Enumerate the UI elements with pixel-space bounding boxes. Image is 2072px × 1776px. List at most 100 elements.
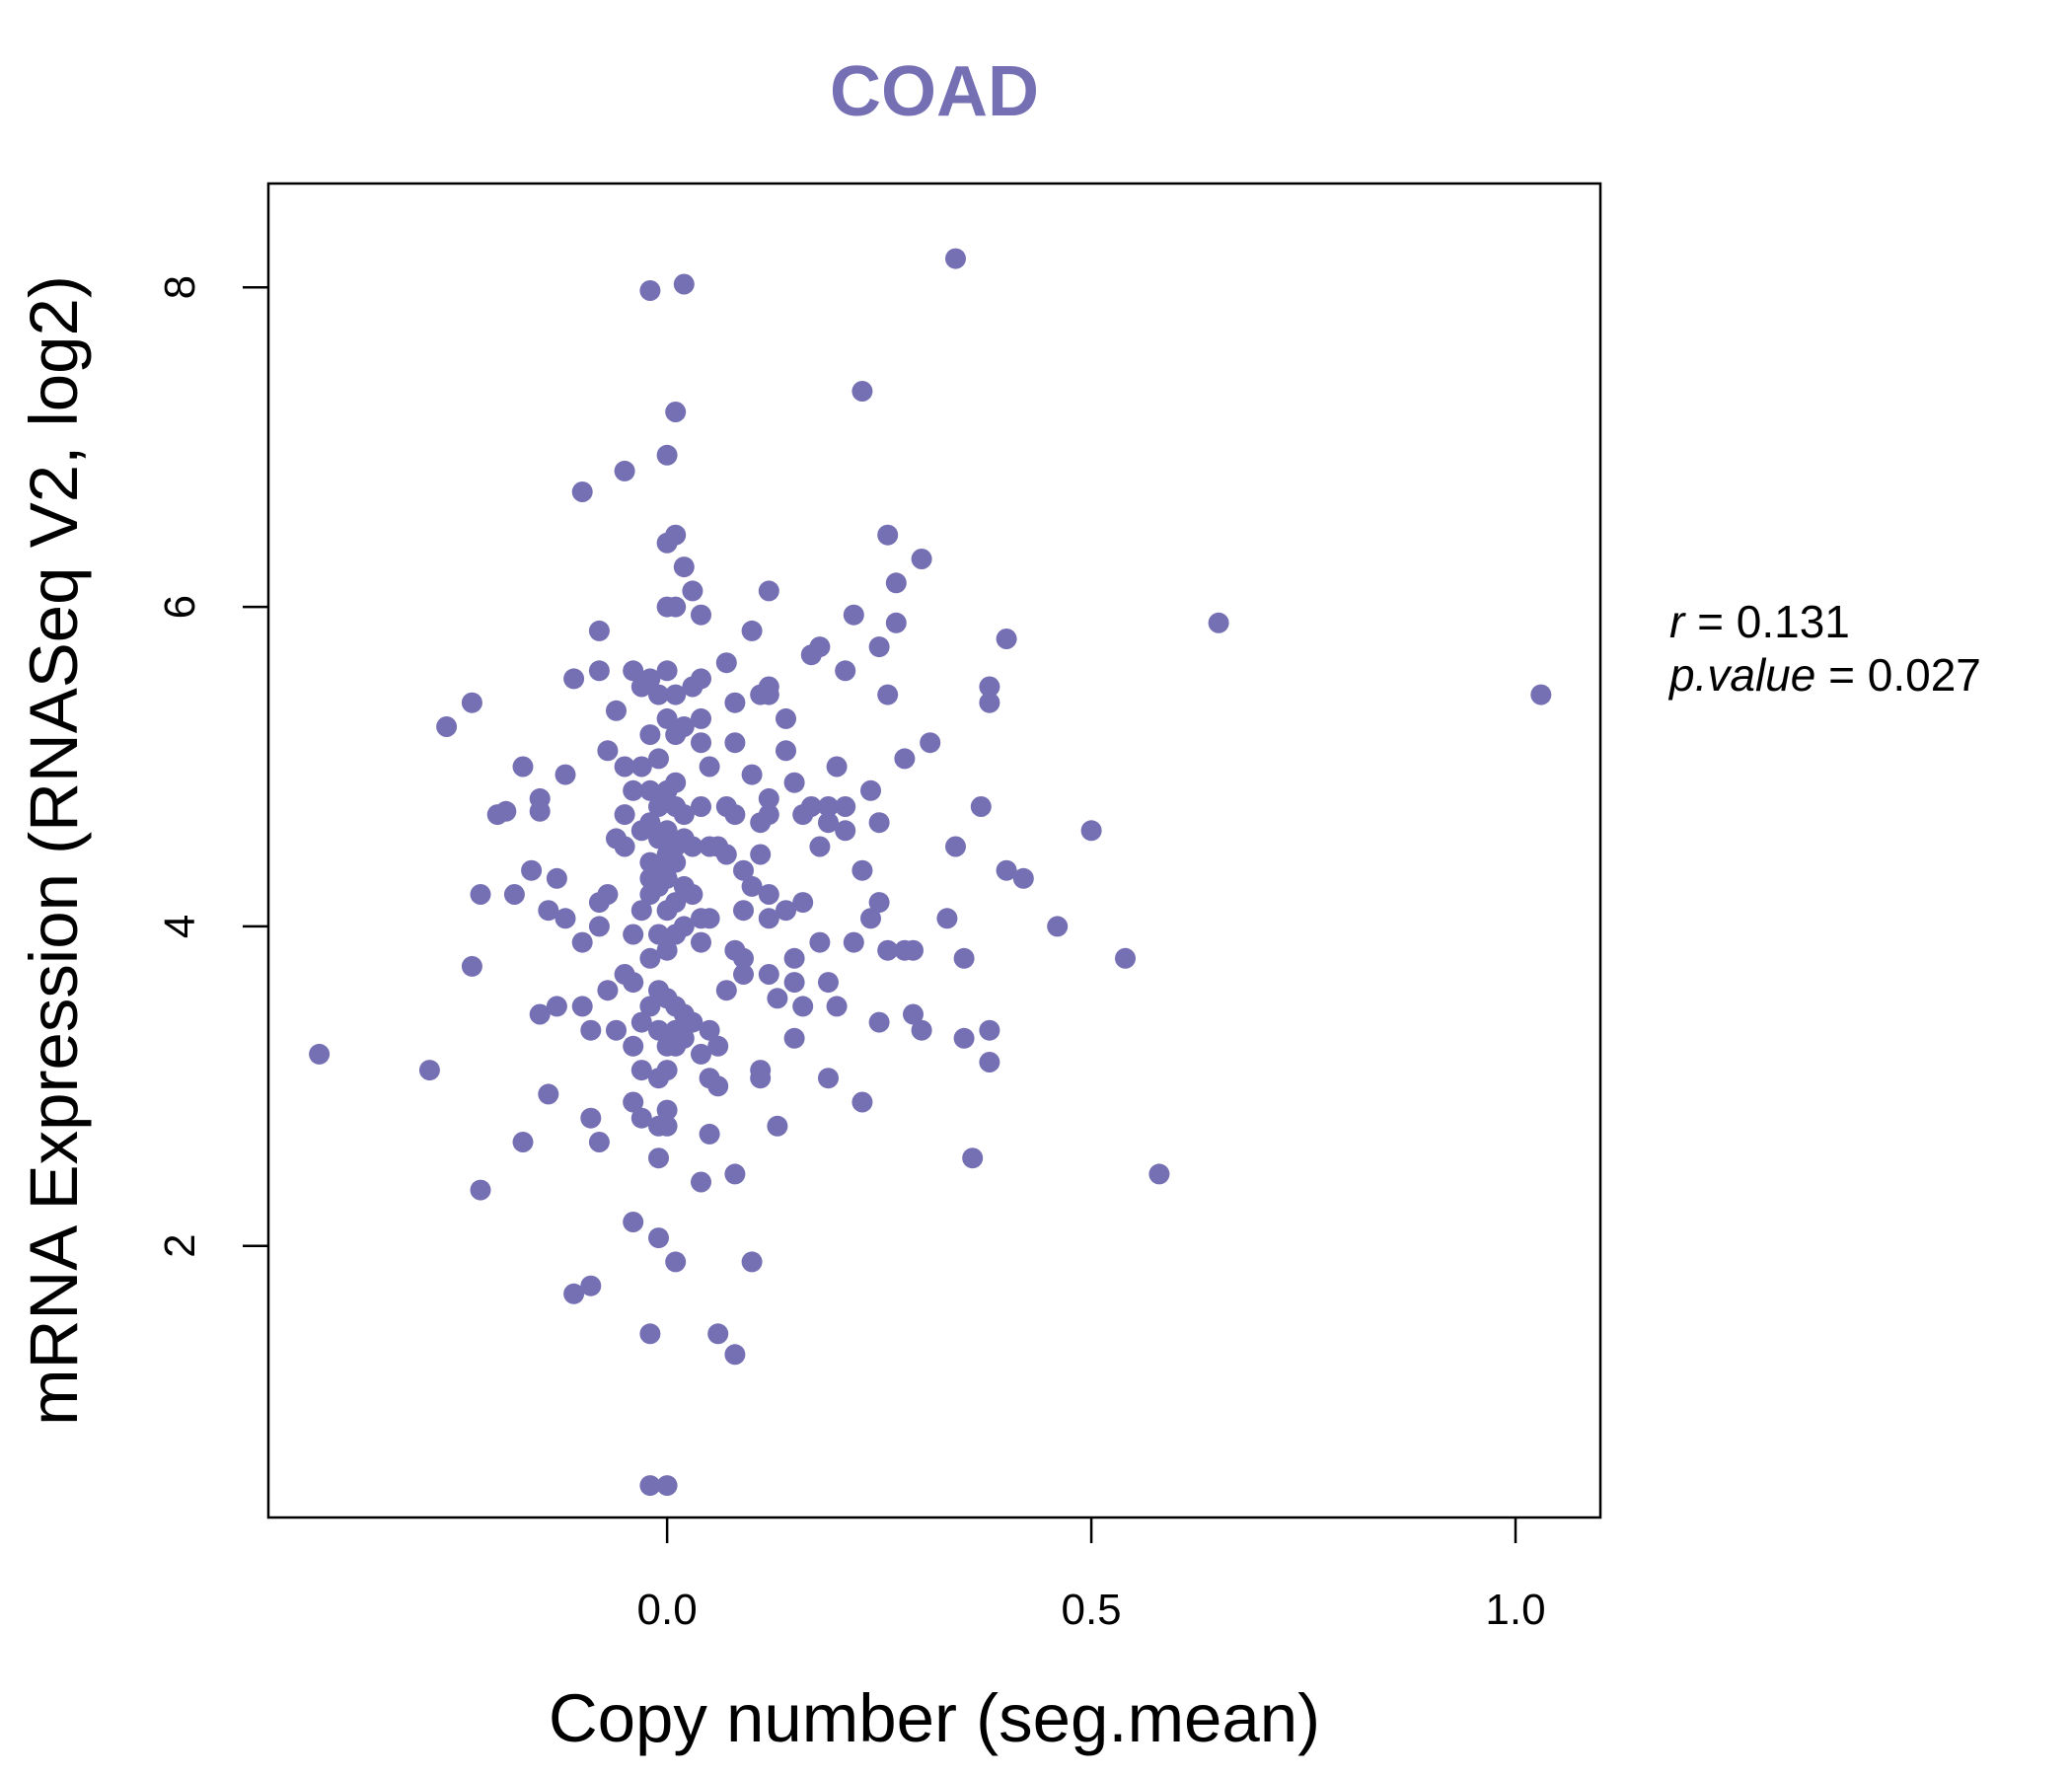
data-point [877,524,899,546]
data-point [309,1043,331,1065]
data-point [835,796,856,817]
data-point [691,1171,711,1193]
data-point [623,972,644,994]
data-point [758,684,779,705]
data-point [979,1019,1000,1041]
data-point [750,1068,772,1089]
data-point [1047,916,1069,937]
data-point [979,1052,1000,1073]
y-tick-label: 4 [156,915,204,938]
data-point [418,1060,440,1081]
data-point [1115,947,1136,969]
data-point [707,1035,729,1057]
data-point [699,1019,720,1041]
data-point [623,1035,644,1057]
chart-title: COAD [830,52,1039,131]
data-point [656,1099,678,1121]
data-point [818,972,839,994]
data-point [691,732,711,754]
data-point [673,916,695,937]
data-point [868,1011,890,1033]
data-point [885,612,907,633]
r-statistic: r = 0.131 [1669,596,1850,647]
data-point [843,604,864,626]
data-point [979,676,1000,698]
data-point [597,980,619,1001]
data-point [783,947,805,969]
data-point [470,884,491,905]
data-point [630,900,652,922]
data-point [639,1475,661,1497]
data-point [970,796,992,817]
p-value-statistic: p.value = 0.027 [1667,649,1981,701]
data-point [673,1027,695,1049]
data-point [1208,612,1229,633]
data-point [571,996,593,1017]
data-point [538,1083,559,1105]
data-point [656,1475,678,1497]
data-point [733,859,754,881]
data-point [826,756,848,777]
data-point [614,836,635,857]
data-point [741,764,763,785]
data-point [630,756,652,777]
data-point [868,636,890,658]
data-point [962,1147,984,1169]
data-point [639,724,661,746]
data-point [903,1003,924,1025]
data-point [1148,1163,1170,1185]
data-point [588,1132,610,1152]
data-point [639,280,661,301]
data-point [691,604,711,626]
data-point [630,1011,652,1033]
data-point [776,740,796,762]
data-point [809,836,831,857]
data-point [843,931,864,953]
data-point [639,668,661,690]
data-point [623,1091,644,1113]
data-point [546,867,567,889]
data-point [903,939,924,961]
data-point [724,732,746,754]
data-point [656,867,678,889]
data-point [758,884,779,905]
data-point [682,836,703,857]
data-point [639,996,661,1017]
data-point [699,1123,720,1145]
data-point [783,972,805,994]
data-point [758,787,779,809]
y-tick-label: 6 [156,595,204,619]
y-axis: 2 4 6 8 [156,275,268,1258]
data-point [1080,820,1102,842]
data-point [996,629,1017,649]
data-point [776,707,796,729]
data-point [656,660,678,682]
y-tick-label: 2 [156,1233,204,1257]
data-point [563,1283,585,1304]
data-point [691,707,711,729]
data-point [885,572,907,594]
data-point [783,772,805,793]
data-point [758,964,779,985]
data-point [707,1075,729,1097]
data-point [715,652,737,674]
data-point [639,812,661,834]
data-point [665,684,687,705]
data-point [656,820,678,842]
data-point [580,1019,602,1041]
data-point [682,884,703,905]
data-point [623,779,644,801]
data-point [673,804,695,826]
data-point [724,1344,746,1366]
data-point [512,1132,534,1152]
data-point [767,1115,788,1137]
data-point [715,844,737,865]
data-point [691,668,711,690]
data-point [809,931,831,953]
data-point [665,596,687,618]
data-point [656,444,678,466]
data-point [877,684,899,705]
data-point [691,796,711,817]
data-point [571,481,593,502]
